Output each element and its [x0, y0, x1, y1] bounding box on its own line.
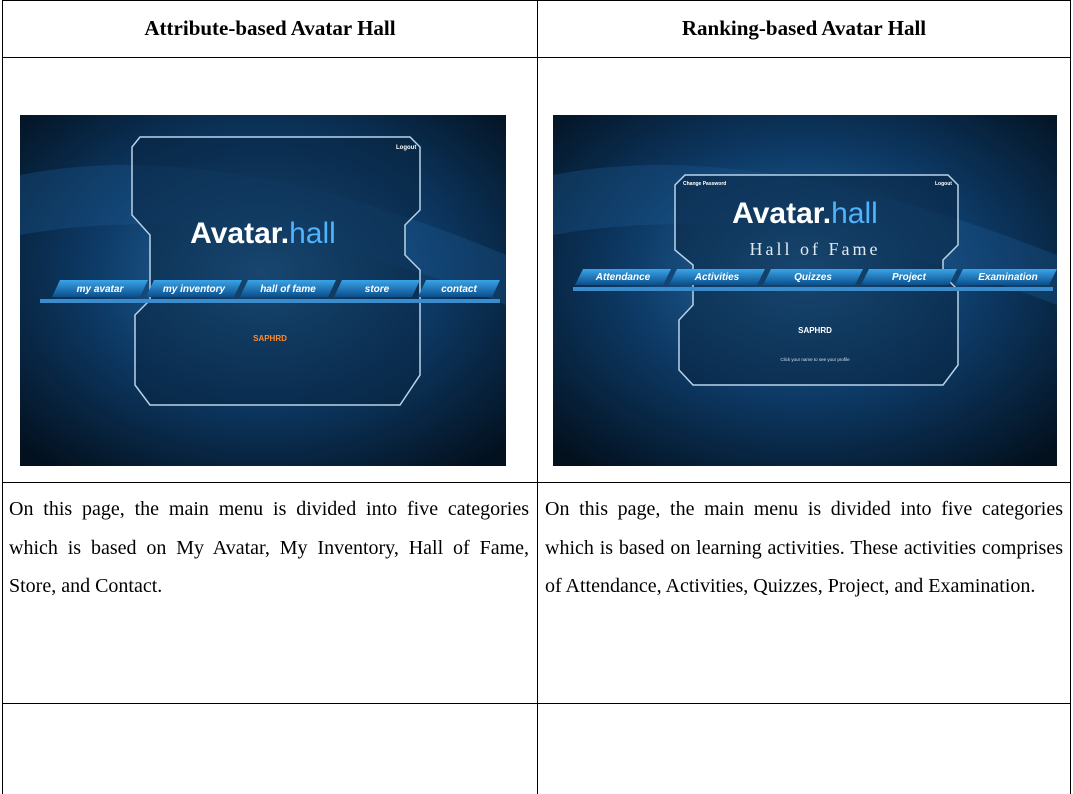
logo: Avatar.hall	[732, 197, 878, 230]
menu-item[interactable]: my avatar	[77, 284, 125, 295]
logo: Avatar.hall	[190, 217, 336, 250]
change-password-link[interactable]: Change Password	[683, 181, 726, 187]
logo-accent: hall	[831, 197, 878, 230]
menu: Attendance Activities Quizzes Project Ex…	[575, 269, 1057, 285]
menu-item[interactable]: Project	[892, 272, 927, 283]
profile-hint: Click your name to see your profile	[780, 357, 850, 362]
column-header: Ranking-based Avatar Hall	[681, 16, 927, 40]
logout-link[interactable]: Logout	[935, 181, 952, 187]
user-name[interactable]: SAPHRD	[798, 326, 832, 335]
screenshot: Change Password Logout Avatar.hall Hall …	[553, 115, 1057, 466]
menu-item[interactable]: hall of fame	[260, 284, 316, 295]
logo-main: Avatar.	[732, 197, 831, 230]
column-header: Attribute-based Avatar Hall	[144, 16, 396, 40]
menu-item[interactable]: Examination	[978, 272, 1037, 283]
menu-item[interactable]: Attendance	[595, 272, 651, 283]
logout-link[interactable]: Logout	[396, 145, 416, 151]
menu: my avatar my inventory hall of fame stor…	[52, 280, 500, 297]
logo-main: Avatar.	[190, 217, 289, 250]
menu-item[interactable]: contact	[441, 284, 477, 295]
logo-accent: hall	[289, 217, 336, 250]
description: On this page, the main menu is divided i…	[9, 498, 529, 597]
screenshot: Logout Avatar.hall my avatar my inventor…	[20, 115, 506, 466]
menu-item[interactable]: my inventory	[163, 284, 226, 295]
menu-item[interactable]: store	[365, 284, 390, 295]
menu-item[interactable]: Quizzes	[794, 272, 832, 283]
user-name[interactable]: SAPHRD	[253, 334, 287, 343]
hall-of-fame-title: Hall of Fame	[750, 239, 881, 259]
menu-item[interactable]: Activities	[694, 272, 740, 283]
description: On this page, the main menu is divided i…	[545, 498, 1063, 597]
